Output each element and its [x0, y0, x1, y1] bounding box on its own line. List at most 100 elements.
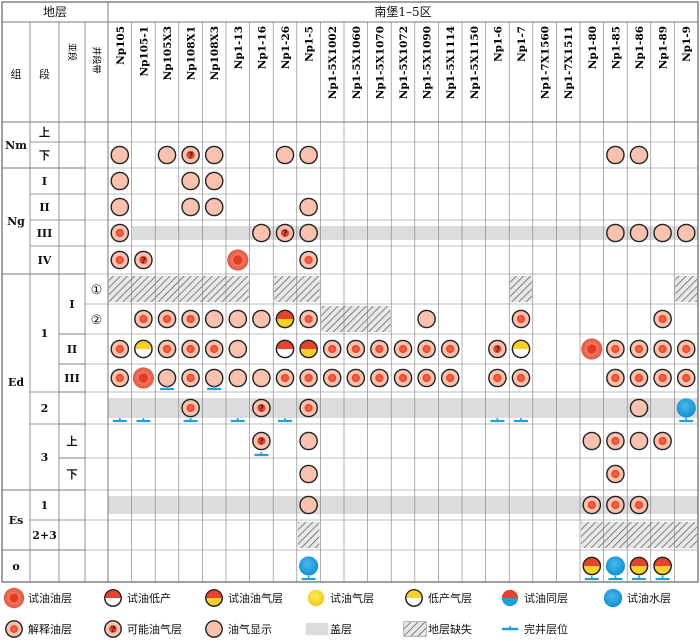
- show-symbol: [110, 171, 130, 191]
- sub-member-label: III: [64, 372, 79, 385]
- legend-label: 低产气层: [428, 591, 472, 605]
- show-symbol: [204, 145, 224, 165]
- legend-item: 地层缺失: [403, 621, 472, 637]
- well-name: Np1-5X1090: [422, 26, 434, 99]
- interp-symbol: [629, 495, 649, 515]
- legend-item: ? 可能油气层: [104, 620, 182, 638]
- show-symbol: [110, 197, 130, 217]
- legend-label: 完井层位: [524, 622, 568, 636]
- completion-marker: [160, 386, 174, 391]
- well-name: Np108X3: [209, 26, 221, 80]
- show-symbol: [299, 464, 318, 484]
- show-symbol: [299, 223, 318, 243]
- show-symbol: [252, 309, 271, 329]
- interp-symbol: [393, 368, 413, 388]
- show-symbol: [228, 339, 248, 359]
- possible-symbol: ?: [252, 398, 271, 418]
- well-name: Np1-80: [587, 26, 599, 69]
- svg-text:?: ?: [141, 255, 146, 265]
- completion-marker: [112, 418, 127, 423]
- well-name: Np1-86: [634, 26, 646, 69]
- well-name: Np1-89: [658, 26, 670, 69]
- lowgas-symbol: [405, 589, 423, 607]
- show-symbol: [204, 309, 224, 329]
- lowgas-symbol: [511, 339, 531, 359]
- svg-text:?: ?: [495, 344, 500, 354]
- interp-symbol: [181, 368, 200, 388]
- legend-item: 盖层: [305, 622, 352, 636]
- show-symbol: [606, 145, 625, 165]
- water-symbol: [299, 556, 319, 576]
- show-symbol: [629, 398, 649, 418]
- oilwater-symbol: [501, 589, 519, 607]
- oil-symbol: [227, 249, 249, 271]
- show-symbol: [181, 171, 200, 191]
- interp-symbol: [5, 620, 23, 638]
- col-group-header: 组: [11, 67, 22, 81]
- interp-symbol: [393, 339, 413, 359]
- sub-member-label: 下: [67, 468, 78, 481]
- well-name: Np105X3: [162, 26, 174, 80]
- interp-symbol: [417, 368, 436, 388]
- missing-strata-hatch: [510, 276, 532, 302]
- interp-symbol: [134, 309, 153, 329]
- show-symbol: [299, 495, 318, 515]
- interp-symbol: [440, 368, 460, 388]
- missing-strata-hatch: [675, 276, 697, 302]
- completion-marker: [679, 418, 694, 423]
- well-name: Np1-5: [304, 26, 316, 62]
- lowoil-symbol: [275, 339, 295, 359]
- show-symbol: [299, 431, 318, 451]
- zone-label: ①: [91, 283, 103, 298]
- interp-symbol: [440, 339, 460, 359]
- possible-symbol: ?: [275, 223, 295, 243]
- completion-marker: [278, 418, 292, 423]
- member-label: IV: [38, 254, 52, 267]
- interp-symbol: [417, 339, 436, 359]
- interp-symbol: [346, 339, 366, 359]
- missing-strata-hatch: [581, 522, 697, 548]
- legend-item: 试油油层: [3, 587, 72, 609]
- legend-label: 油气显示: [228, 622, 272, 636]
- lowgas-symbol: [134, 339, 153, 359]
- show-symbol: [676, 223, 696, 243]
- completion-marker: [608, 576, 623, 581]
- member-label: 上: [39, 125, 50, 139]
- completion-marker: [207, 386, 222, 391]
- completion-marker: [301, 576, 316, 581]
- interp-symbol: [676, 339, 696, 359]
- interp-symbol: [606, 339, 625, 359]
- completion-marker: [254, 452, 269, 457]
- legend-item: 试油气层: [307, 589, 374, 607]
- interp-symbol: [181, 398, 200, 418]
- legend-label: 试油水层: [627, 591, 671, 605]
- legend-label: 可能油气层: [127, 622, 182, 636]
- zone-label: ②: [91, 313, 103, 328]
- legend-item: 试油油气层: [205, 589, 283, 607]
- sub-member-label: II: [67, 343, 77, 356]
- interp-symbol: [275, 368, 295, 388]
- interp-symbol: [653, 339, 672, 359]
- interp-symbol: [653, 309, 672, 329]
- show-symbol: [629, 145, 649, 165]
- svg-text:?: ?: [259, 403, 264, 413]
- member-label: 1: [41, 327, 49, 340]
- interp-symbol: [110, 368, 130, 388]
- member-label: 1: [41, 499, 49, 512]
- well-name: Np1-5X1072: [398, 26, 410, 99]
- oil-symbol: [132, 367, 154, 389]
- table-border: [1, 1, 699, 583]
- show-symbol: [228, 309, 248, 329]
- cap-symbol: [305, 622, 329, 636]
- interp-symbol: [157, 339, 177, 359]
- well-name: Np1-5X1070: [374, 26, 386, 99]
- show-symbol: [205, 620, 223, 638]
- interp-symbol: [582, 495, 602, 515]
- show-symbol: [653, 223, 672, 243]
- interp-symbol: [204, 339, 224, 359]
- group-label: Ng: [7, 215, 25, 228]
- well-name: Np1-85: [610, 26, 622, 69]
- missing-strata-hatch: [321, 306, 391, 332]
